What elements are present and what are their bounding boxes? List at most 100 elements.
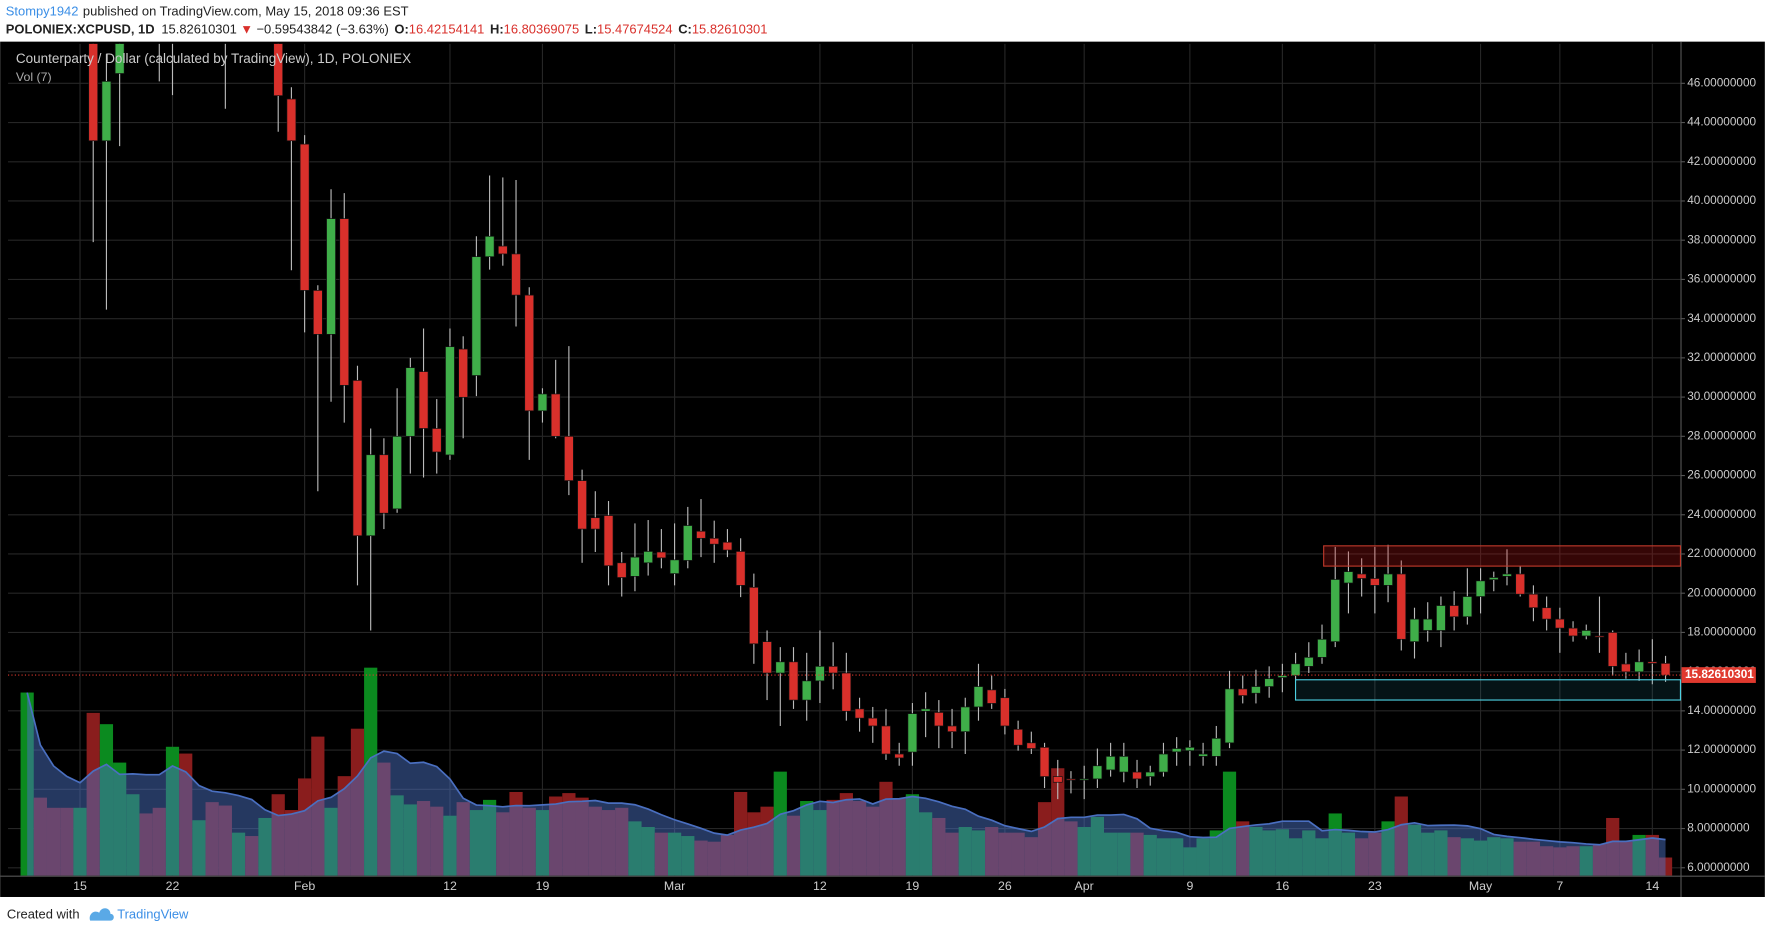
tradingview-logo[interactable] — [89, 908, 114, 921]
candle-body — [352, 380, 363, 537]
candle-body — [894, 753, 905, 759]
candle-body — [973, 686, 984, 708]
candle-body — [1013, 728, 1023, 746]
candle-body — [524, 294, 535, 412]
chart-legend-title: Counterparty / Dollar (calculated by Tra… — [16, 51, 411, 66]
candle-body — [1000, 697, 1010, 727]
candle-body — [1132, 771, 1142, 780]
candle-body — [1185, 747, 1195, 752]
candle-body — [365, 454, 376, 537]
candle-body — [1330, 579, 1341, 642]
ohlc-label: C: — [678, 22, 692, 37]
candle-body — [418, 371, 429, 429]
candle-body — [1555, 618, 1565, 629]
axis-labels: 6.00000000 8.00000000 10.00000000 12.000000… — [8, 75, 1757, 893]
volume-ma-area — [27, 692, 1666, 876]
candle-body — [1343, 571, 1354, 584]
y-tick-label: 10.00000000 — [1687, 781, 1756, 795]
published-text: published on TradingView.com, May 15, 20… — [83, 4, 409, 19]
candle-body — [841, 672, 852, 712]
candle-body — [1290, 663, 1301, 676]
candle-body — [299, 143, 310, 291]
x-tick-label: 16 — [1275, 879, 1289, 893]
ohlc-value: 15.82610301 — [692, 22, 768, 37]
candle-body — [1264, 678, 1274, 687]
candle-body — [934, 712, 944, 727]
x-tick-label: 7 — [1556, 879, 1563, 893]
y-tick-label: 46.00000000 — [1687, 75, 1756, 89]
y-tick-label: 32.00000000 — [1687, 350, 1756, 364]
footer-brand[interactable]: TradingView — [117, 906, 189, 921]
x-tick-label: 15 — [73, 879, 87, 893]
support-zone[interactable] — [1294, 679, 1682, 701]
candle-body — [656, 551, 667, 559]
candle-body — [709, 537, 720, 545]
candle-body — [273, 43, 284, 97]
candle-body — [1158, 753, 1169, 773]
y-tick-label: 30.00000000 — [1687, 389, 1756, 403]
x-tick-label: Feb — [294, 879, 315, 893]
x-tick-label: 12 — [813, 879, 827, 893]
candle-body — [458, 348, 469, 398]
candle-body — [801, 680, 812, 701]
symbol: POLONIEX:XCPUSD, 1D — [6, 22, 155, 37]
change: −0.59543842 (−3.63%) — [256, 22, 388, 37]
candle-body — [550, 393, 561, 437]
y-tick-label: 38.00000000 — [1687, 232, 1756, 246]
candle-body — [828, 666, 838, 674]
y-tick-label: 40.00000000 — [1687, 193, 1756, 207]
candle-body — [1237, 688, 1248, 696]
candle-body — [590, 517, 601, 530]
candle-body — [1462, 596, 1473, 618]
candle-body — [405, 367, 416, 437]
candle-body — [445, 346, 455, 456]
y-tick-label: 22.00000000 — [1687, 546, 1756, 560]
candle-body — [1475, 580, 1486, 597]
candle-body — [511, 253, 521, 296]
candle-body — [1066, 778, 1076, 781]
candle-body — [326, 218, 336, 335]
candle-body — [1660, 663, 1671, 676]
candle-body — [669, 559, 680, 574]
last-price-label: 15.82610301 — [1685, 667, 1754, 681]
candle-body — [484, 235, 495, 258]
candle-body — [1607, 632, 1618, 667]
candle-body — [1171, 748, 1182, 753]
candle-body — [431, 428, 442, 453]
candle-body — [1621, 663, 1631, 673]
candle-body — [1118, 756, 1129, 773]
candle-body — [762, 641, 772, 674]
candle-body — [643, 551, 653, 564]
candle-body — [696, 530, 706, 539]
candle-body — [1528, 593, 1539, 609]
user-link[interactable]: Stompy1942 — [6, 4, 79, 19]
resistance-zone[interactable] — [1323, 545, 1682, 567]
candle-body — [1303, 656, 1314, 667]
candle-body — [339, 218, 350, 386]
candle-body — [1449, 605, 1459, 618]
price: 15.82610301 — [161, 22, 237, 37]
ohlc-label: L: — [585, 22, 597, 37]
candle-body — [379, 454, 389, 514]
ohlc-value: 15.47674524 — [597, 22, 673, 37]
x-tick-label: 23 — [1368, 879, 1382, 893]
candle-body — [788, 661, 799, 701]
candle-body — [1052, 776, 1063, 783]
candle-body — [577, 480, 587, 530]
arrow: ▼ — [240, 22, 253, 37]
x-tick-label: Apr — [1075, 879, 1094, 893]
x-tick-label: 9 — [1186, 879, 1193, 893]
x-tick-label: 14 — [1645, 879, 1659, 893]
ohlc-label: H: — [490, 22, 504, 37]
candle-body — [1317, 638, 1327, 658]
y-tick-label: 8.00000000 — [1687, 821, 1750, 835]
candle-body — [497, 245, 508, 255]
candle-body — [1251, 686, 1261, 694]
candle-body — [1515, 573, 1526, 595]
y-tick-label: 34.00000000 — [1687, 311, 1756, 325]
candle-body — [1092, 765, 1103, 780]
y-tick-label: 20.00000000 — [1687, 585, 1756, 599]
y-tick-label: 42.00000000 — [1687, 154, 1756, 168]
